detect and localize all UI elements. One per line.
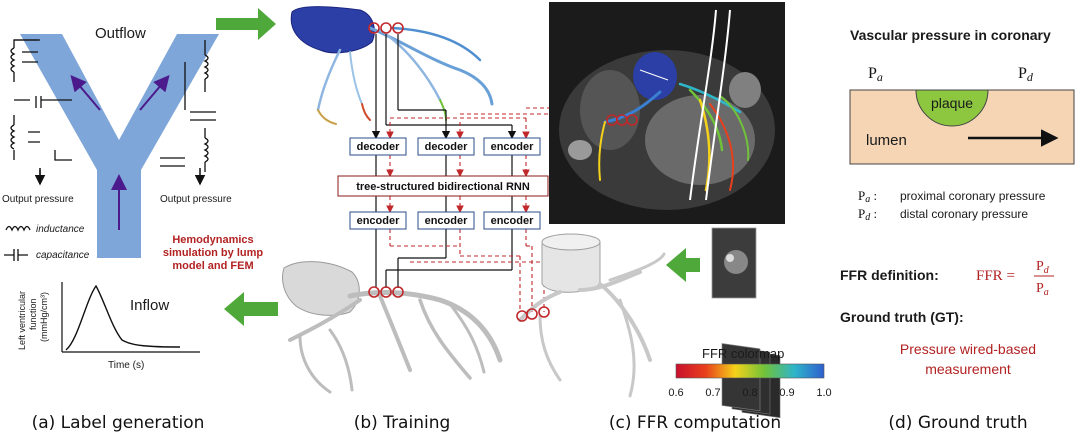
lumen-label: lumen xyxy=(866,132,907,149)
colormap-tick-3: 0.9 xyxy=(779,387,794,399)
hemodynamics-line1: Hemodynamics xyxy=(172,234,253,246)
ffr-definition-label: FFR definition: xyxy=(840,267,939,283)
mesh-cylinder-top xyxy=(541,233,601,251)
ffr-lhs: FFR = xyxy=(976,268,1015,284)
caption-b: (b) Training xyxy=(354,413,451,433)
pd-definition: Pd : xyxy=(858,206,877,223)
panel-c: FFR colormap 0.6 0.7 0.8 0.9 1.0 xyxy=(516,2,832,418)
output-pressure-right: Output pressure xyxy=(160,194,232,205)
caption-c: (c) FFR computation xyxy=(609,413,781,433)
pd-definition-text: distal coronary pressure xyxy=(900,207,1028,221)
ct-white-lines xyxy=(689,9,731,201)
ffr-fraction: Pd Pa xyxy=(1034,259,1054,298)
pa-symbol: Pa xyxy=(868,65,883,84)
colormap-title: FFR colormap xyxy=(702,346,784,361)
pd-symbol: Pd xyxy=(1018,65,1034,84)
ct-spot-2 xyxy=(729,72,761,108)
svg-text:Pa: Pa xyxy=(1036,281,1049,298)
plot-xlabel: Time (s) xyxy=(108,360,144,371)
red-circles-mesh xyxy=(516,306,550,322)
green-arrow-to-training xyxy=(216,8,276,40)
encoder-box-top: encoder xyxy=(483,137,541,156)
ct-aorta-blue xyxy=(633,52,677,100)
ground-truth-label: Ground truth (GT): xyxy=(840,309,964,325)
svg-text:encoder: encoder xyxy=(425,215,469,227)
heart-grey-bottom xyxy=(282,261,360,316)
ffr-vessels-top xyxy=(316,26,494,125)
heart-blue-top xyxy=(290,6,375,54)
hemodynamics-line3: model and FEM xyxy=(172,260,253,272)
inflow-plot: Inflow Time (s) Left ventricular functio… xyxy=(17,282,200,371)
caption-a: (a) Label generation xyxy=(32,413,205,433)
ct-aorta-marker xyxy=(639,69,669,81)
solid-connectors xyxy=(371,34,517,288)
plaque-label: plaque xyxy=(931,95,973,111)
ct-organ-2 xyxy=(580,70,640,150)
outflow-label: Outflow xyxy=(95,25,146,42)
plot-ylabel-line1: Left ventricular xyxy=(17,291,27,350)
panel-d: Vascular pressure in coronary Pa Pd plaq… xyxy=(840,27,1075,377)
ct-organ-1 xyxy=(645,95,755,185)
colormap-tick-0: 0.6 xyxy=(668,387,683,399)
colormap-bar xyxy=(675,363,825,379)
decoder-box-1: decoder xyxy=(349,137,407,156)
flow-arrow-right xyxy=(139,74,170,111)
svg-text:decoder: decoder xyxy=(357,141,401,153)
svg-text:encoder: encoder xyxy=(491,141,535,153)
output-pressure-left: Output pressure xyxy=(2,194,74,205)
svg-text:encoder: encoder xyxy=(357,215,401,227)
svg-text:capacitance: capacitance xyxy=(36,250,90,261)
svg-text:inductance: inductance xyxy=(36,224,85,235)
green-arrow-from-training xyxy=(224,292,278,326)
red-circles-top xyxy=(368,22,404,34)
right-circuit xyxy=(160,40,216,172)
red-circles-bottom xyxy=(368,286,404,298)
pa-definition: Pa : xyxy=(858,188,877,205)
mesh-vessels xyxy=(518,252,666,398)
vascular-title: Vascular pressure in coronary xyxy=(850,27,1051,43)
inflow-label: Inflow xyxy=(130,297,169,314)
red-circles-ct xyxy=(606,114,638,126)
grey-vessels-bottom xyxy=(288,290,503,394)
legend-capacitance: capacitance xyxy=(4,249,90,261)
svg-text:encoder: encoder xyxy=(491,215,535,227)
pa-definition-text: proximal coronary pressure xyxy=(900,189,1046,203)
green-arrow-to-mesh xyxy=(666,248,700,282)
left-circuit xyxy=(10,39,72,182)
panel-a: Outflow Output pressure Output xyxy=(2,8,278,371)
hemodynamics-line2: simulation by lump xyxy=(163,247,264,259)
legend-inductance: inductance xyxy=(5,224,85,235)
svg-text:decoder: decoder xyxy=(425,141,469,153)
colormap-tick-4: 1.0 xyxy=(816,387,831,399)
colormap-tick-2: 0.8 xyxy=(742,387,757,399)
svg-text:Pd: Pd xyxy=(1036,259,1050,276)
plot-ylabel-line3: (mmHg/cm³) xyxy=(39,292,49,342)
panel-b: decoder decoder encoder tree-structured … xyxy=(282,6,610,394)
gt-line2: measurement xyxy=(925,361,1011,377)
plaque-shape xyxy=(915,89,989,127)
svg-text:tree-structured bidirectional: tree-structured bidirectional RNN xyxy=(356,181,530,193)
decoder-box-2: decoder xyxy=(417,137,475,156)
rnn-box: tree-structured bidirectional RNN xyxy=(337,175,549,197)
flow-arrow-left xyxy=(70,74,101,111)
encoder-box-2: encoder xyxy=(417,211,475,230)
gt-line1: Pressure wired-based xyxy=(900,341,1036,357)
encoder-box-3: encoder xyxy=(483,211,541,230)
plot-ylabel-line2: function xyxy=(28,298,38,330)
ct-spot-1 xyxy=(568,140,592,160)
colormap-tick-1: 0.7 xyxy=(705,387,720,399)
encoder-box-1: encoder xyxy=(349,211,407,230)
inflow-curve xyxy=(65,284,181,351)
caption-d: (d) Ground truth xyxy=(888,413,1027,433)
